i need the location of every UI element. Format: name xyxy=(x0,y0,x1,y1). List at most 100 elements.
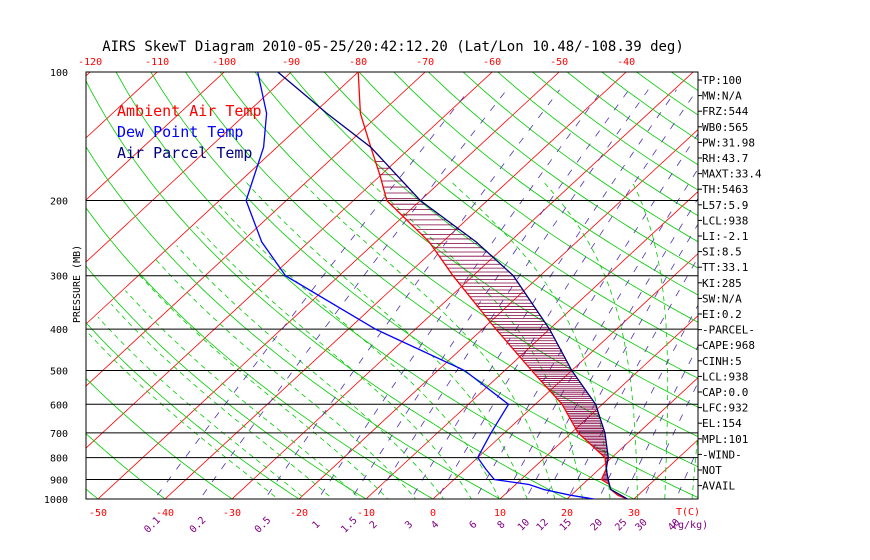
mixing-ratio-tick-label: 12 xyxy=(535,517,551,533)
chart-title: AIRS SkewT Diagram 2010-05-25/20:42:12.2… xyxy=(102,39,684,55)
moist-adiabat-line xyxy=(368,180,583,499)
moist-adiabat-line xyxy=(450,180,611,499)
mixing-ratio-grid xyxy=(153,89,698,499)
bottom-temp-tick-label: 30 xyxy=(628,508,640,519)
index-label: MPL:101 xyxy=(702,433,748,446)
bottom-temperature-axis: -50 -40 -30 -20 -10 0 10 20 30 xyxy=(89,508,640,519)
pressure-axis: 100 200 300 400 500 600 700 800 900 1000 xyxy=(44,68,68,506)
isotherm-line xyxy=(566,377,698,499)
index-label: KI:285 xyxy=(702,277,742,290)
isotherm-line xyxy=(86,72,91,77)
top-temp-tick-label: -40 xyxy=(617,57,635,68)
index-label: RH:43.7 xyxy=(702,152,748,165)
mixing-ratio-line xyxy=(317,89,603,499)
mixing-ratio-line xyxy=(622,345,698,499)
mixing-ratio-tick-label: 15 xyxy=(558,517,574,533)
mixing-ratio-tick-label: 8 xyxy=(496,519,508,531)
legend-entry: Ambient Air Temp xyxy=(117,102,262,120)
mixing-ratio-tick-label: 10 xyxy=(516,517,532,533)
isotherm-line xyxy=(86,72,158,139)
bottom-temp-tick-label: -50 xyxy=(89,508,107,519)
index-label: LFC:932 xyxy=(702,402,748,415)
mixing-ratio-line xyxy=(375,89,649,499)
top-temp-tick-label: -110 xyxy=(145,57,169,68)
index-label: SW:N/A xyxy=(702,292,742,305)
moist-adiabat-line xyxy=(542,180,638,499)
legend-entry: Dew Point Temp xyxy=(117,123,243,141)
top-temp-tick-label: -60 xyxy=(483,57,501,68)
moist-adiabat-line xyxy=(86,329,279,499)
bottom-temp-tick-label: 20 xyxy=(561,508,573,519)
index-label: MW:N/A xyxy=(702,90,742,103)
mixing-ratio-line xyxy=(544,223,698,499)
moist-adiabat-line xyxy=(125,290,361,499)
profile-series xyxy=(245,72,628,499)
mixing-ratio-tick-label: 25 xyxy=(613,517,629,533)
dry-adiabat-line xyxy=(86,207,434,499)
top-temp-tick-label: -50 xyxy=(550,57,568,68)
moist-adiabat-line xyxy=(111,304,334,499)
mixing-ratio-line xyxy=(525,197,698,499)
series-line-dew-point-temp xyxy=(245,72,594,499)
dry-adiabat-line xyxy=(741,72,870,508)
dry-adiabat-line xyxy=(86,433,166,499)
index-label: CINH:5 xyxy=(702,355,742,368)
moist-adiabat-line xyxy=(196,226,472,499)
index-label: PW:31.98 xyxy=(702,136,755,149)
top-temperature-axis: -120 -110 -100 -90 -80 -70 -60 -50 -40 xyxy=(78,57,635,68)
dry-adiabat-line xyxy=(86,322,300,499)
index-label: CAPE:968 xyxy=(702,339,755,352)
mixing-ratio-unit-label: (g/kg) xyxy=(672,520,708,531)
index-label: LI:-2.1 xyxy=(702,230,748,243)
index-label: FRZ:544 xyxy=(702,105,749,118)
index-label: TT:33.1 xyxy=(702,261,748,274)
series-line-air-parcel-temp xyxy=(277,72,628,499)
mixing-ratio-tick-label: 20 xyxy=(589,517,605,533)
mixing-ratio-line xyxy=(502,168,698,499)
dry-adiabat-line xyxy=(219,72,698,438)
isotherm-line xyxy=(298,129,698,499)
mixing-ratio-line xyxy=(675,447,698,499)
mixing-ratio-line xyxy=(642,382,698,499)
dry-adiabat-line xyxy=(115,72,635,499)
dry-adiabat-line xyxy=(428,72,698,269)
mixing-ratio-tick-label: 30 xyxy=(633,517,649,533)
mixing-ratio-tick-label: 4 xyxy=(429,519,441,531)
mixing-ratio-tick-label: 3 xyxy=(403,519,415,531)
index-label: AVAIL xyxy=(702,480,735,493)
moist-adiabat-line xyxy=(155,259,417,499)
bottom-temp-tick-label: -30 xyxy=(223,508,241,519)
mixing-ratio-tick-label: 1 xyxy=(310,519,322,531)
top-temp-tick-label: -90 xyxy=(282,57,300,68)
pressure-tick-label: 600 xyxy=(50,400,68,411)
mixing-ratio-tick-label: 0.5 xyxy=(253,515,274,536)
dry-adiabat-line xyxy=(150,72,698,499)
pressure-tick-label: 300 xyxy=(50,272,68,283)
dry-adiabat-line xyxy=(86,146,501,499)
dry-adiabat-line xyxy=(776,72,870,508)
moist-adiabat-grid xyxy=(86,180,698,499)
index-label: TP:100 xyxy=(702,74,742,87)
mixing-ratio-tick-label: 2 xyxy=(368,519,380,531)
isotherm-line xyxy=(86,72,225,201)
isotherm-line xyxy=(231,72,694,499)
index-label: NOT xyxy=(702,464,722,477)
dry-adiabat-line xyxy=(86,377,233,499)
indices-panel: TP:100 MW:N/A FRZ:544 WB0:565 PW:31.98 RH:43.… xyxy=(698,74,762,493)
index-label: SI:8.5 xyxy=(702,246,742,259)
index-label: TH:5463 xyxy=(702,183,748,196)
isobar-grid xyxy=(85,71,699,500)
isotherm-line xyxy=(758,62,870,508)
moist-adiabat-line xyxy=(218,204,500,499)
plot-frame xyxy=(85,71,699,500)
pressure-tick-label: 700 xyxy=(50,429,68,440)
dry-adiabat-line xyxy=(86,80,568,499)
mixing-ratio-line xyxy=(350,89,630,499)
pressure-tick-label: 400 xyxy=(50,325,68,336)
index-label: EI:0.2 xyxy=(702,308,742,321)
top-temp-tick-label: -70 xyxy=(416,57,434,68)
pressure-tick-label: 1000 xyxy=(44,495,68,506)
mixing-ratio-line xyxy=(436,89,698,499)
y-axis-label: PRESSURE (MB) xyxy=(72,245,83,323)
